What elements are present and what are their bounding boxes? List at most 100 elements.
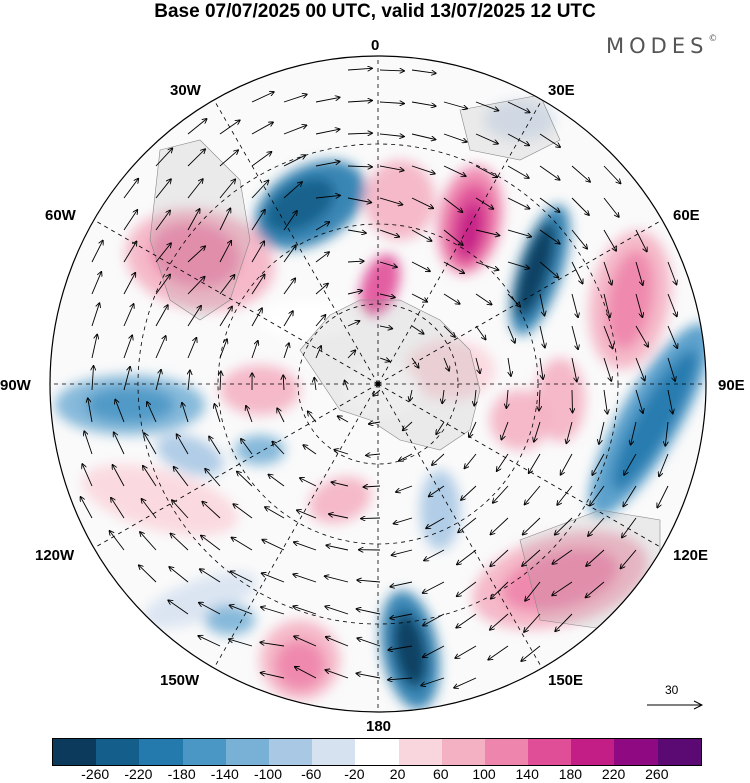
lon-label-60e: 60E bbox=[673, 207, 700, 224]
wind-arrow bbox=[599, 421, 605, 444]
wind-arrow bbox=[347, 197, 371, 203]
wind-arrow bbox=[474, 389, 476, 406]
wind-arrow bbox=[507, 133, 529, 145]
wind-arrow bbox=[293, 574, 317, 583]
wind-arrow bbox=[347, 68, 372, 70]
wind-arrow bbox=[424, 549, 445, 561]
wind-arrow bbox=[388, 645, 413, 650]
wind-arrow bbox=[139, 565, 157, 583]
wind-arrow bbox=[423, 645, 445, 657]
wind-arrow bbox=[411, 229, 432, 241]
wind-arrow bbox=[603, 197, 619, 217]
wind-arrow bbox=[475, 229, 499, 236]
colorbar-swatch bbox=[441, 739, 485, 765]
wind-arrow bbox=[592, 453, 605, 475]
wind-arrow bbox=[667, 293, 677, 316]
wind-arrow bbox=[177, 434, 189, 455]
wind-arrow bbox=[411, 165, 435, 174]
wind-arrow bbox=[379, 261, 397, 267]
wind-arrow bbox=[403, 421, 413, 430]
wind-arrow bbox=[392, 549, 413, 555]
wind-arrow bbox=[461, 485, 477, 500]
wind-arrow bbox=[143, 466, 157, 487]
wind-arrow bbox=[262, 540, 285, 551]
wind-arrow bbox=[155, 275, 170, 295]
wind-arrow bbox=[390, 581, 413, 587]
wind-arrow bbox=[187, 149, 205, 167]
wind-arrow bbox=[187, 306, 201, 327]
wind-arrow bbox=[325, 606, 349, 615]
wind-arrow bbox=[315, 315, 325, 327]
wind-arrow bbox=[507, 101, 530, 112]
wind-arrow bbox=[443, 133, 467, 142]
wind-arrow bbox=[332, 482, 349, 487]
wind-arrow bbox=[458, 517, 477, 532]
wind-arrow bbox=[155, 211, 170, 231]
wind-arrow bbox=[436, 421, 445, 434]
wind-arrow bbox=[277, 408, 285, 423]
wind-arrow bbox=[491, 517, 509, 534]
wind-arrow bbox=[555, 613, 573, 631]
wind-arrow bbox=[572, 389, 573, 412]
wind-arrow bbox=[283, 343, 289, 359]
wind-arrow bbox=[557, 485, 573, 505]
wind-arrow bbox=[187, 209, 200, 231]
wind-arrow bbox=[379, 165, 404, 170]
wind-arrow bbox=[220, 372, 221, 391]
lon-label-150e: 150E bbox=[548, 672, 584, 689]
wind-arrow bbox=[493, 485, 509, 503]
wind-arrow bbox=[623, 485, 637, 506]
wind-arrow bbox=[379, 102, 404, 104]
wind-arrow bbox=[123, 304, 134, 327]
wind-arrow bbox=[251, 122, 273, 135]
wind-arrow bbox=[251, 241, 264, 263]
wind-arrow bbox=[283, 245, 296, 263]
wind-arrow bbox=[411, 69, 436, 73]
anomaly-blob bbox=[309, 476, 371, 524]
colorbar-swatch bbox=[312, 739, 356, 765]
wind-arrow bbox=[111, 498, 125, 519]
wind-arrow bbox=[622, 517, 637, 537]
wind-arrow bbox=[188, 370, 190, 391]
wind-arrow bbox=[667, 357, 675, 381]
wind-arrow bbox=[265, 507, 285, 519]
colorbar-swatch bbox=[139, 739, 183, 765]
wind-arrow bbox=[432, 453, 445, 465]
wind-arrow bbox=[603, 325, 613, 348]
wind-arrow bbox=[295, 667, 317, 679]
wind-arrow bbox=[260, 642, 285, 647]
wind-arrow bbox=[347, 261, 364, 262]
wind-arrow bbox=[571, 165, 590, 182]
wind-arrow bbox=[508, 357, 511, 376]
wind-arrow bbox=[347, 321, 360, 327]
wind-arrow bbox=[571, 357, 577, 382]
wind-arrow bbox=[539, 261, 558, 278]
wind-arrow bbox=[373, 389, 381, 396]
wind-arrow bbox=[199, 603, 221, 615]
wind-arrow bbox=[314, 378, 316, 391]
wind-arrow bbox=[187, 246, 205, 263]
wind-arrow bbox=[347, 101, 372, 103]
wind-arrow bbox=[507, 197, 530, 209]
wind-arrow bbox=[507, 229, 531, 237]
wind-arrow bbox=[469, 421, 477, 437]
wind-arrow bbox=[465, 453, 477, 468]
wind-arrow bbox=[571, 229, 587, 249]
wind-arrow bbox=[219, 275, 235, 295]
wind-arrow bbox=[475, 325, 486, 340]
wind-arrow bbox=[123, 242, 137, 263]
wind-arrow bbox=[631, 421, 637, 445]
wind-arrow bbox=[187, 338, 196, 359]
wind-arrow bbox=[457, 549, 477, 565]
wind-arrow bbox=[529, 453, 541, 473]
colorbar-tick-label: -180 bbox=[167, 766, 196, 782]
wind-arrow bbox=[123, 367, 130, 391]
wind-arrow bbox=[603, 357, 611, 381]
anomaly-blob bbox=[392, 612, 428, 688]
wind-arrow bbox=[667, 389, 673, 414]
wind-arrow bbox=[357, 609, 381, 615]
wind-arrow bbox=[379, 197, 402, 205]
wind-arrow bbox=[379, 229, 399, 237]
wind-arrow bbox=[357, 580, 381, 582]
wind-arrow bbox=[411, 133, 435, 140]
